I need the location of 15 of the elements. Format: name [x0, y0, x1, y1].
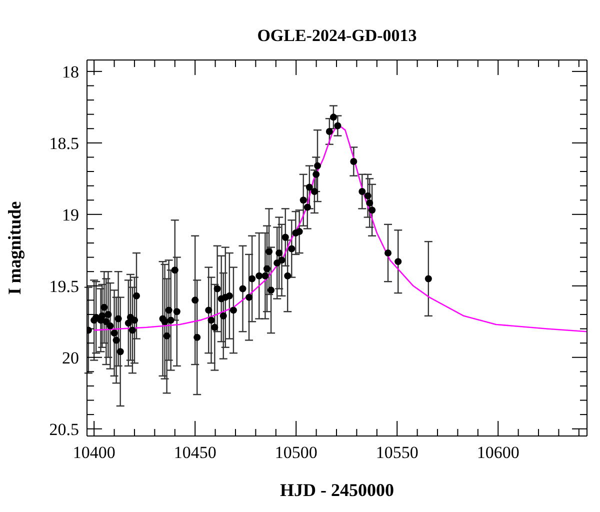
y-axis-title: I magnitude	[4, 201, 24, 295]
x-tick-label: 10500	[274, 443, 318, 462]
y-tick-label: 18.5	[49, 134, 79, 153]
x-tick-label: 10400	[72, 443, 116, 462]
y-tick-label: 19	[62, 205, 79, 224]
y-tick-label: 19.5	[49, 276, 79, 296]
line-series	[93, 124, 587, 332]
y-tick-label: 20.5	[49, 420, 79, 439]
chart-title: OGLE-2024-GD-0013	[256, 26, 418, 46]
y-tick-label: 20	[62, 348, 79, 368]
x-tick-label: 10550	[376, 443, 418, 462]
x-tick-label: 10600	[476, 443, 520, 462]
y-tick-label: 18	[62, 62, 79, 82]
x-axis-title: HJD - 2450000	[280, 480, 394, 500]
x-tick-label: 10450	[174, 443, 216, 462]
